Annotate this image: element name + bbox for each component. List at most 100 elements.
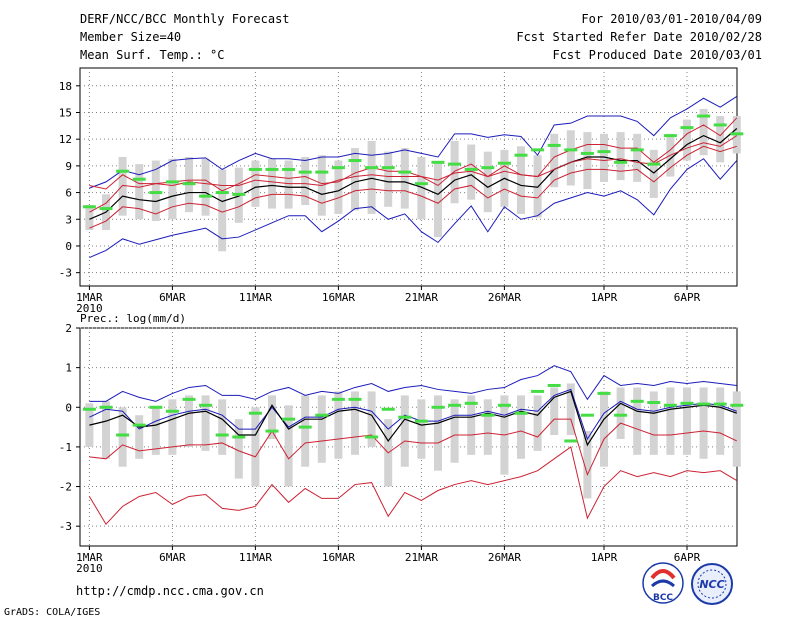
ensemble-bar (301, 395, 310, 467)
x-tick-label: 11MAR (239, 551, 272, 564)
ensemble-bar (351, 148, 359, 211)
ensemble-bar (450, 399, 459, 463)
member-size: Member Size=40 (80, 30, 181, 44)
variable-label: Mean Surf. Temp.: °C (80, 48, 225, 62)
series-spread_lo-line (89, 145, 737, 229)
x-tick-label: 1MAR (76, 291, 103, 304)
ensemble-bar (467, 395, 476, 455)
ensemble-bar (400, 395, 409, 467)
ensemble-bar (699, 387, 708, 459)
forecast-period: For 2010/03/01-2010/04/09 (581, 12, 762, 26)
ensemble-bar (400, 148, 409, 209)
ensemble-bar (135, 415, 144, 459)
ensemble-bar (367, 140, 376, 214)
precip-variable-label: Prec.: log(mm/d) (80, 312, 186, 325)
ensemble-bar (600, 133, 608, 182)
forecast-started: Fcst Started Refer Date 2010/02/28 (516, 30, 762, 44)
ensemble-bar (168, 399, 177, 455)
ensemble-bar (434, 162, 442, 238)
y-tick-label: 12 (59, 133, 72, 146)
series-spread_hi-line (89, 117, 738, 213)
y-tick-label: 1 (65, 362, 72, 375)
ensemble-bar (251, 407, 260, 487)
x-tick-label: 26MAR (488, 291, 521, 304)
ensemble-bar (118, 407, 127, 467)
x-tick-label: 1APR (591, 551, 618, 564)
ensemble-bar (284, 160, 293, 209)
ensemble-bar (135, 164, 144, 220)
x-tick-label: 6APR (674, 551, 701, 564)
series-max-line (89, 365, 737, 402)
ensemble-bar (185, 395, 193, 447)
ensemble-bar (550, 133, 559, 188)
x-year-label: 2010 (76, 562, 103, 575)
series-min-line (88, 446, 738, 526)
x-year-label: 2010 (76, 302, 103, 315)
y-tick-label: 0 (65, 240, 72, 253)
ensemble-bar (633, 133, 642, 182)
x-tick-label: 6MAR (159, 291, 186, 304)
ensemble-bar (683, 387, 691, 455)
ensemble-bar (168, 158, 177, 220)
ensemble-bar (351, 391, 359, 455)
source-url: http://cmdp.ncc.cma.gov.cn (76, 584, 264, 598)
ensemble-bar (517, 146, 525, 214)
ensemble-bar (649, 391, 658, 455)
ensemble-bar (417, 156, 426, 220)
ensemble-bar (550, 387, 559, 436)
ensemble-bar (467, 144, 476, 200)
ensemble-bar (600, 391, 608, 467)
ensemble-bar (268, 395, 276, 439)
ensemble-bar (649, 149, 658, 198)
ensemble-bar (699, 108, 708, 156)
ensemble-bar (367, 391, 376, 447)
ensemble-bar (716, 116, 725, 163)
ensemble-bar (334, 160, 343, 214)
ensemble-bar (201, 395, 210, 451)
ensemble-bar (118, 156, 127, 216)
ensemble-bar (533, 395, 542, 451)
ensemble-bar (284, 405, 293, 487)
ensemble-bar (317, 395, 326, 463)
series-max-line (89, 158, 738, 258)
y-tick-label: 15 (59, 106, 72, 119)
bcc-logo: BCC (642, 562, 684, 604)
ensemble-bar (102, 401, 110, 459)
x-tick-label: 6MAR (159, 551, 186, 564)
ensemble-bar (616, 132, 625, 181)
ensemble-bar (732, 391, 741, 467)
x-tick-label: 11MAR (239, 291, 272, 304)
y-tick-label: -1 (59, 441, 72, 454)
ensemble-bar (251, 160, 260, 207)
ensemble-bar (517, 395, 525, 459)
ensemble-bar (384, 151, 393, 207)
grads-credit: GrADS: COLA/IGES (4, 607, 100, 618)
ensemble-bar (234, 419, 243, 479)
ensemble-bar (566, 130, 575, 186)
y-tick-label: 18 (59, 80, 72, 93)
bcc-logo-text: BCC (653, 593, 673, 603)
forecast-produced: Fcst Produced Date 2010/03/01 (552, 48, 762, 62)
y-tick-label: 9 (65, 160, 72, 173)
ensemble-bar (683, 119, 691, 161)
x-tick-label: 26MAR (488, 551, 521, 564)
x-tick-label: 1APR (591, 291, 618, 304)
ensemble-bar (268, 158, 276, 209)
y-tick-label: 6 (65, 187, 72, 200)
ensemble-bar (301, 156, 310, 206)
ensemble-bar (434, 395, 442, 471)
temperature-chart: -3 0 3 6 9 12 15 18 1MAR 6MAR 11MAR 16MAR 21MAR 26MAR… (59, 67, 744, 315)
ensemble-bar (483, 151, 492, 213)
x-tick-label: 6APR (674, 291, 701, 304)
y-tick-label: 3 (65, 213, 72, 226)
ensemble-bar (583, 431, 592, 499)
y-tick-label: -3 (59, 267, 72, 280)
ensemble-bar (633, 387, 642, 455)
ensemble-bar (483, 399, 492, 455)
x-tick-label: 1MAR (76, 551, 103, 564)
ensemble-bar (334, 391, 343, 459)
series-spread_lo-line (89, 418, 738, 477)
ncc-logo-text: NCC (699, 578, 724, 591)
